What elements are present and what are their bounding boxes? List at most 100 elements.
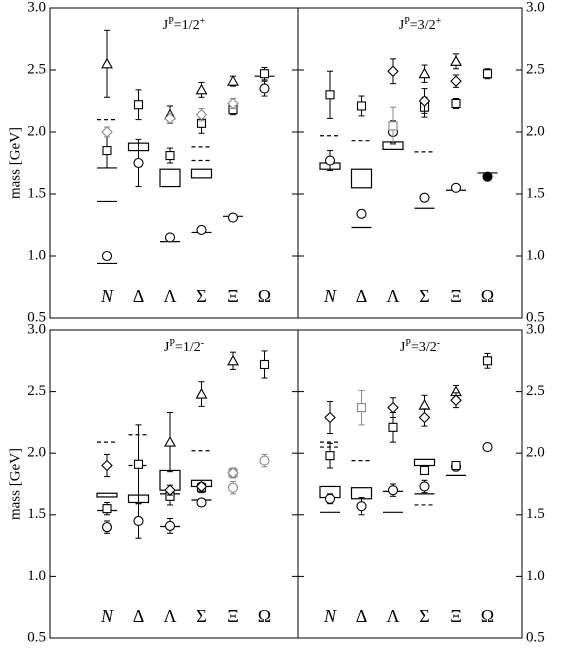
title-part: J [164, 340, 170, 355]
range-box [159, 168, 181, 188]
x-tick-label: Ξ [227, 286, 239, 306]
circle-marker [259, 83, 270, 94]
triangle-marker [418, 67, 431, 79]
filled-marker [482, 171, 493, 182]
square-marker [482, 356, 493, 366]
panel-frame [297, 7, 523, 319]
title-part: P [168, 16, 174, 27]
y-tick-label: 2.0 [526, 445, 545, 461]
title-part: P [169, 338, 175, 349]
square-marker [165, 151, 175, 161]
x-tick-label: Δ [133, 606, 145, 626]
y-tick-label: 1.0 [526, 247, 545, 263]
title-part: P [405, 338, 411, 349]
square-marker [482, 69, 493, 79]
title-part: - [437, 338, 440, 349]
x-tick-label: Ω [258, 606, 271, 626]
square-marker [259, 69, 270, 79]
x-tick-label: Λ [163, 606, 176, 626]
square-marker [133, 459, 144, 469]
diamond-marker [164, 484, 176, 496]
circle-marker [259, 455, 270, 466]
circle-marker [324, 155, 336, 166]
x-tick-label: N [100, 606, 114, 626]
diamond-marker [101, 459, 113, 472]
panel-title: JP=3/2+ [399, 16, 442, 33]
triangle-marker [450, 55, 462, 66]
square-marker [451, 460, 461, 471]
square-marker [102, 146, 112, 156]
diamond-marker [101, 126, 113, 138]
triangle-marker [418, 399, 431, 410]
circle-marker [356, 208, 367, 219]
square-marker [419, 465, 430, 475]
diamond-marker [195, 108, 208, 121]
square-marker [259, 359, 270, 370]
y-tick-label: 2.5 [526, 61, 545, 77]
title-part: P [404, 16, 410, 27]
x-tick-label: Σ [419, 286, 429, 306]
square-marker [102, 504, 112, 514]
panel-title: JP=1/2+ [163, 16, 206, 33]
y-tick-label: 1.5 [526, 185, 545, 201]
title-part: J [400, 340, 406, 355]
y-axis-label: mass [GeV] [7, 127, 23, 199]
triangle-marker [227, 354, 239, 366]
circle-marker [227, 482, 239, 493]
circle-marker [164, 520, 176, 531]
y-tick-label: 0.5 [27, 629, 46, 645]
range-box [96, 492, 118, 498]
y-tick-label: 2.0 [27, 123, 46, 139]
circle-marker [164, 232, 176, 243]
x-tick-label: N [323, 606, 337, 626]
x-tick-label: Σ [419, 606, 429, 626]
x-tick-label: Ω [481, 606, 494, 626]
title-part: =3/2 [411, 340, 437, 355]
circle-marker [196, 224, 207, 236]
triangle-marker [195, 387, 208, 399]
diamond-marker [195, 480, 208, 493]
y-tick-label: 0.5 [526, 629, 545, 645]
triangle-marker [164, 435, 176, 447]
range-box [190, 168, 213, 179]
y-tick-label: 1.0 [526, 568, 545, 584]
y-tick-label: 2.0 [526, 123, 545, 139]
circle-marker [419, 192, 430, 203]
x-tick-label: Σ [196, 606, 206, 626]
title-part: J [399, 18, 405, 33]
square-marker [133, 100, 144, 110]
y-tick-label: 2.5 [27, 61, 46, 77]
circle-marker [324, 493, 336, 504]
x-tick-label: N [323, 286, 337, 306]
x-tick-label: Δ [356, 286, 368, 306]
triangle-marker [227, 75, 239, 86]
y-tick-label: 3.0 [27, 0, 46, 15]
x-tick-label: Δ [133, 286, 145, 306]
circle-marker [356, 501, 367, 512]
diamond-marker [227, 97, 239, 110]
y-tick-label: 3.0 [526, 321, 545, 337]
circle-marker [101, 250, 113, 262]
diamond-marker [450, 394, 462, 407]
diamond-marker [324, 411, 336, 424]
square-marker [356, 101, 367, 111]
title-part: =3/2 [410, 18, 436, 33]
y-tick-label: 1.5 [27, 185, 46, 201]
square-marker [356, 403, 367, 413]
diamond-marker [450, 75, 462, 87]
square-marker [325, 451, 335, 461]
y-tick-label: 1.5 [27, 506, 46, 522]
circle-marker [450, 182, 462, 193]
title-part: =1/2 [175, 340, 201, 355]
y-tick-label: 3.0 [27, 321, 46, 337]
x-tick-label: Λ [163, 286, 176, 306]
y-tick-label: 2.5 [27, 383, 46, 399]
title-part: J [163, 18, 169, 33]
circle-marker [133, 157, 144, 169]
circle-marker [133, 515, 144, 527]
y-tick-label: 0.5 [27, 309, 46, 325]
x-tick-label: Ω [481, 286, 494, 306]
range-box [413, 458, 436, 467]
panel-title: JP=1/2- [164, 338, 204, 355]
